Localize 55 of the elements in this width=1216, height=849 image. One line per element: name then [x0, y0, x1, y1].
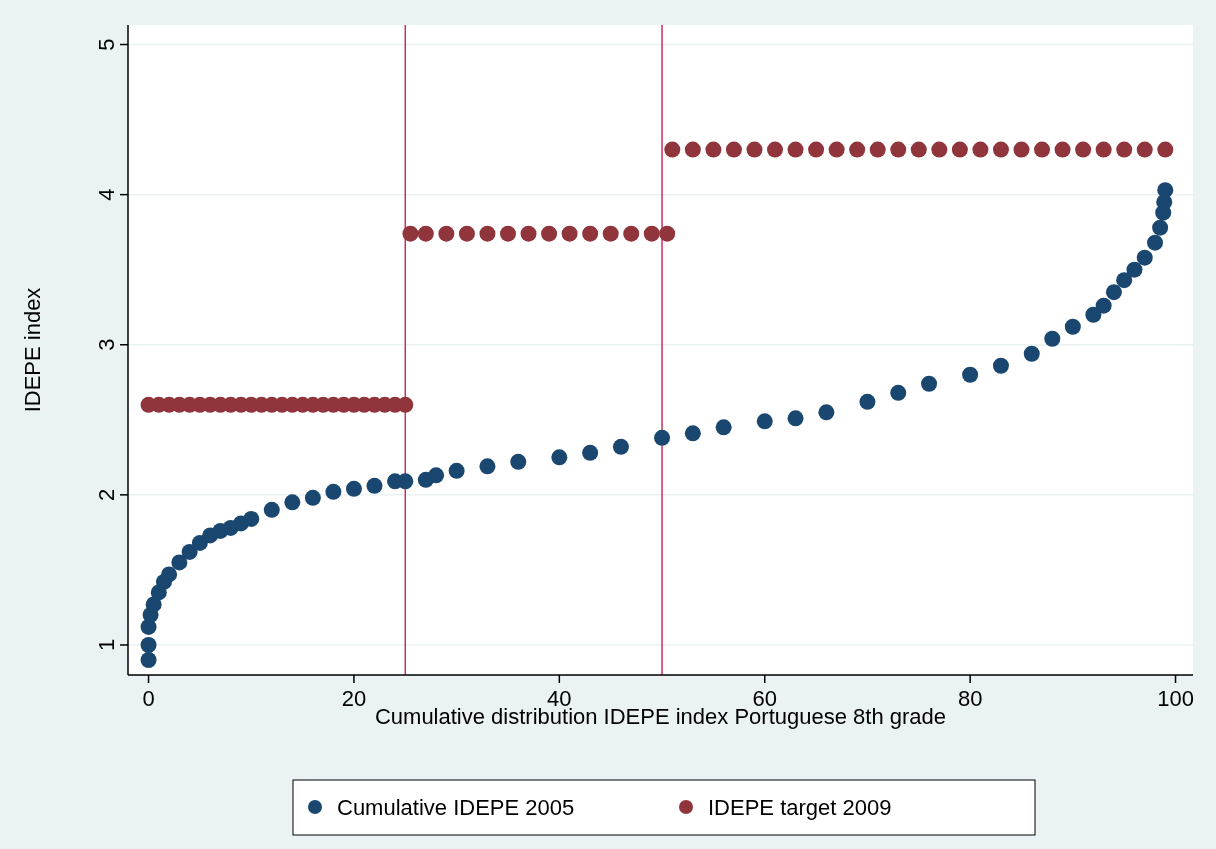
x-tick-label: 100: [1157, 686, 1194, 711]
point: [684, 425, 701, 442]
point: [1085, 306, 1102, 323]
y-tick-label: 1: [94, 638, 119, 652]
point: [1157, 182, 1174, 199]
point: [243, 510, 260, 527]
point: [325, 483, 342, 500]
point: [612, 438, 629, 455]
point: [140, 651, 157, 668]
point: [171, 554, 188, 571]
x-tick-label: 20: [341, 686, 367, 711]
point: [140, 636, 157, 653]
y-tick-label: 4: [94, 188, 119, 201]
point: [582, 444, 599, 461]
point: [1116, 272, 1133, 289]
y-tick-label: 3: [94, 338, 119, 351]
y-tick-label: 5: [94, 38, 119, 51]
x-tick-label: 80: [957, 686, 983, 711]
point: [1044, 330, 1061, 347]
point: [818, 404, 835, 421]
point: [263, 501, 280, 518]
point: [787, 410, 804, 427]
point: [756, 413, 773, 430]
point: [1095, 297, 1112, 314]
point: [551, 449, 568, 466]
y-axis-title: IDEPE index: [20, 287, 45, 413]
legend-label: Cumulative IDEPE 2005: [337, 795, 575, 820]
point: [345, 480, 362, 497]
point: [304, 489, 321, 506]
point: [479, 458, 496, 475]
y-tick-label: 2: [94, 488, 119, 501]
point: [1105, 284, 1122, 301]
point: [1136, 249, 1153, 266]
point: [1152, 219, 1169, 236]
legend-label: IDEPE target 2009: [708, 795, 892, 820]
point: [161, 566, 178, 583]
point: [654, 429, 671, 446]
point: [191, 534, 208, 551]
point: [181, 543, 198, 560]
point: [1064, 318, 1081, 335]
point: [1147, 234, 1163, 251]
point: [366, 477, 383, 494]
point: [859, 393, 876, 410]
point: [962, 366, 979, 383]
point: [284, 494, 301, 511]
point: [510, 453, 527, 470]
point: [715, 419, 732, 436]
point: [428, 467, 445, 484]
point: [992, 357, 1009, 374]
point: [1023, 345, 1040, 362]
point: [890, 384, 907, 401]
x-tick-label: 0: [142, 686, 155, 711]
point: [921, 375, 938, 392]
point: [1126, 261, 1143, 278]
point: [448, 462, 465, 479]
